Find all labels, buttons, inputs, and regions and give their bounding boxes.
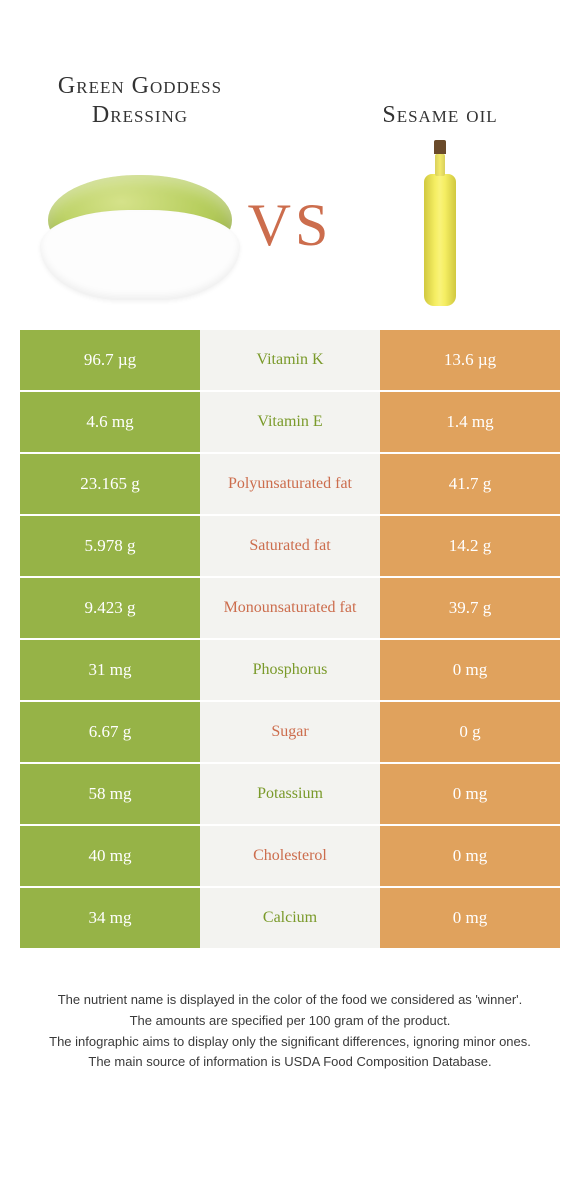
nutrient-name: Phosphorus — [200, 640, 380, 700]
right-value: 39.7 g — [380, 578, 560, 638]
table-row: 40 mgCholesterol0 mg — [20, 826, 560, 888]
images-row: VS — [0, 130, 580, 330]
left-value: 34 mg — [20, 888, 200, 948]
table-row: 9.423 gMonounsaturated fat39.7 g — [20, 578, 560, 640]
nutrient-name: Cholesterol — [200, 826, 380, 886]
footer-line: The infographic aims to display only the… — [30, 1032, 550, 1053]
footer-line: The amounts are specified per 100 gram o… — [30, 1011, 550, 1032]
vs-label: VS — [248, 191, 333, 260]
left-food-image — [40, 140, 240, 310]
left-value: 96.7 µg — [20, 330, 200, 390]
nutrient-name: Potassium — [200, 764, 380, 824]
table-row: 31 mgPhosphorus0 mg — [20, 640, 560, 702]
nutrient-name: Saturated fat — [200, 516, 380, 576]
footer-line: The main source of information is USDA F… — [30, 1052, 550, 1073]
footer-notes: The nutrient name is displayed in the co… — [30, 990, 550, 1073]
right-value: 1.4 mg — [380, 392, 560, 452]
oil-bottle-icon — [420, 140, 460, 310]
right-value: 14.2 g — [380, 516, 560, 576]
header: Green Goddess Dressing Sesame oil — [0, 0, 580, 130]
left-food-title: Green Goddess Dressing — [40, 72, 240, 130]
nutrient-name: Calcium — [200, 888, 380, 948]
table-row: 34 mgCalcium0 mg — [20, 888, 560, 950]
comparison-table: 96.7 µgVitamin K13.6 µg4.6 mgVitamin E1.… — [20, 330, 560, 950]
table-row: 6.67 gSugar0 g — [20, 702, 560, 764]
right-value: 0 mg — [380, 640, 560, 700]
right-value: 0 mg — [380, 888, 560, 948]
left-value: 23.165 g — [20, 454, 200, 514]
table-row: 58 mgPotassium0 mg — [20, 764, 560, 826]
right-value: 41.7 g — [380, 454, 560, 514]
nutrient-name: Vitamin K — [200, 330, 380, 390]
left-value: 9.423 g — [20, 578, 200, 638]
left-value: 58 mg — [20, 764, 200, 824]
left-value: 6.67 g — [20, 702, 200, 762]
left-value: 5.978 g — [20, 516, 200, 576]
left-value: 40 mg — [20, 826, 200, 886]
nutrient-name: Monounsaturated fat — [200, 578, 380, 638]
right-value: 0 mg — [380, 764, 560, 824]
right-value: 13.6 µg — [380, 330, 560, 390]
table-row: 4.6 mgVitamin E1.4 mg — [20, 392, 560, 454]
table-row: 96.7 µgVitamin K13.6 µg — [20, 330, 560, 392]
right-food-title: Sesame oil — [340, 101, 540, 130]
dressing-bowl-icon — [40, 150, 240, 300]
table-row: 23.165 gPolyunsaturated fat41.7 g — [20, 454, 560, 516]
left-value: 4.6 mg — [20, 392, 200, 452]
footer-line: The nutrient name is displayed in the co… — [30, 990, 550, 1011]
right-food-image — [340, 140, 540, 310]
nutrient-name: Sugar — [200, 702, 380, 762]
nutrient-name: Polyunsaturated fat — [200, 454, 380, 514]
right-value: 0 g — [380, 702, 560, 762]
nutrient-name: Vitamin E — [200, 392, 380, 452]
left-value: 31 mg — [20, 640, 200, 700]
table-row: 5.978 gSaturated fat14.2 g — [20, 516, 560, 578]
right-value: 0 mg — [380, 826, 560, 886]
